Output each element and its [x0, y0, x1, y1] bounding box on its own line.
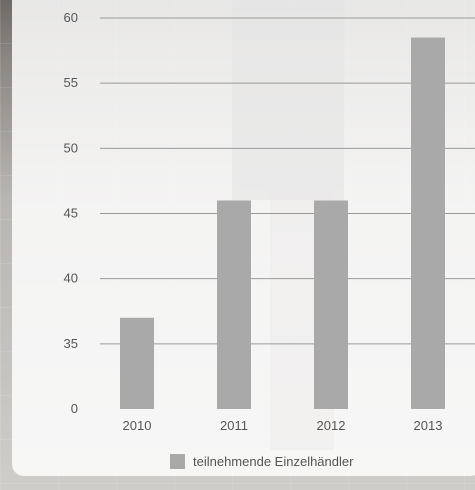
x-tick-label: 2010 — [123, 418, 152, 433]
bar-2010 — [120, 317, 154, 409]
legend-label: teilnehmende Einzelhändler — [193, 453, 354, 469]
y-tick-label: 50 — [64, 140, 78, 155]
legend: teilnehmende Einzelhändler — [170, 452, 353, 470]
y-tick-label: 45 — [64, 206, 78, 221]
x-tick-label: 2012 — [317, 418, 346, 433]
y-tick-label: 35 — [64, 336, 78, 351]
bar-2013 — [411, 37, 445, 410]
y-tick-label: 60 — [64, 10, 78, 25]
y-tick-label: 0 — [71, 401, 78, 416]
x-tick-label: 2013 — [414, 418, 443, 433]
y-axis-ticks: 0 35 40 45 50 55 60 — [64, 10, 78, 416]
y-tick-label: 40 — [64, 271, 78, 286]
x-axis-ticks: 2010 2011 2012 2013 — [123, 418, 443, 433]
y-tick-label: 55 — [64, 75, 78, 90]
bar-2011 — [217, 200, 251, 409]
bar-2012 — [314, 200, 348, 409]
x-tick-label: 2011 — [220, 418, 248, 433]
bars — [120, 37, 445, 410]
legend-swatch — [170, 453, 185, 469]
